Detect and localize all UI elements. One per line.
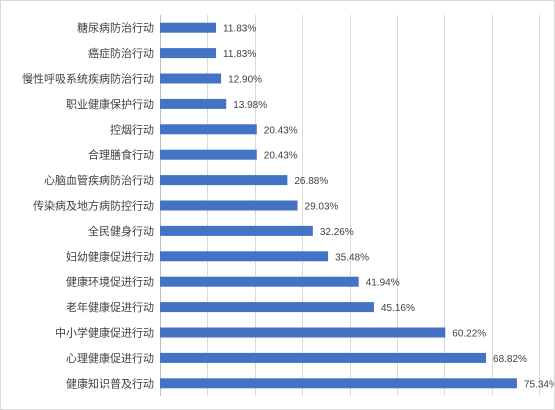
data-label: 11.83% bbox=[223, 49, 256, 60]
category-label: 心理健康促进行动 bbox=[66, 351, 154, 365]
data-label: 32.26% bbox=[320, 227, 354, 238]
category-label: 传染病及地方病防控行动 bbox=[33, 199, 154, 213]
category-label: 职业健康保护行动 bbox=[66, 97, 154, 111]
category-label: 糖尿病防治行动 bbox=[77, 21, 154, 35]
data-label: 29.03% bbox=[305, 202, 339, 213]
data-label: 13.98% bbox=[233, 100, 267, 111]
category-label: 老年健康促进行动 bbox=[66, 300, 154, 314]
bar bbox=[160, 327, 446, 338]
category-label: 全民健身行动 bbox=[88, 224, 154, 238]
bar bbox=[160, 48, 217, 59]
bar bbox=[160, 276, 359, 287]
data-label: 35.48% bbox=[335, 252, 369, 263]
data-label: 20.43% bbox=[264, 151, 298, 162]
data-label: 41.94% bbox=[366, 278, 400, 289]
data-label: 12.90% bbox=[228, 75, 262, 86]
bar bbox=[160, 378, 517, 389]
bar bbox=[160, 352, 487, 363]
bars bbox=[160, 22, 517, 389]
bar bbox=[160, 225, 313, 236]
data-label: 75.34% bbox=[524, 379, 554, 390]
data-label: 11.83% bbox=[223, 24, 256, 35]
category-label: 控烟行动 bbox=[110, 122, 154, 136]
bar bbox=[160, 200, 298, 211]
data-labels: 11.83% 11.83% 12.90% 13.98% 20.43% 20.43% 26.8… bbox=[223, 24, 554, 391]
data-label: 45.16% bbox=[381, 303, 415, 314]
category-label: 合理膳食行动 bbox=[88, 148, 154, 162]
bar bbox=[160, 73, 222, 84]
bar bbox=[160, 175, 288, 186]
category-label: 中小学健康促进行动 bbox=[55, 326, 154, 340]
category-labels: 糖尿病防治行动癌症防治行动慢性呼吸系统疾病防治行动职业健康保护行动控烟行动合理膳… bbox=[22, 21, 154, 391]
category-label: 健康环境促进行动 bbox=[66, 275, 154, 289]
category-label: 心脑血管疾病防治行动 bbox=[44, 173, 154, 187]
bar bbox=[160, 22, 217, 33]
category-label: 慢性呼吸系统疾病防治行动 bbox=[22, 72, 154, 86]
bar bbox=[160, 302, 374, 313]
bar bbox=[160, 251, 329, 262]
bar bbox=[160, 98, 227, 109]
data-label: 60.22% bbox=[452, 329, 486, 340]
bar bbox=[160, 124, 257, 135]
category-label: 癌症防治行动 bbox=[88, 46, 154, 60]
data-label: 20.43% bbox=[264, 125, 298, 136]
data-label: 26.88% bbox=[294, 176, 328, 187]
bar bbox=[160, 149, 257, 160]
data-label: 68.82% bbox=[493, 354, 527, 365]
category-label: 妇幼健康促进行动 bbox=[66, 249, 154, 263]
category-label: 健康知识普及行动 bbox=[66, 376, 154, 390]
